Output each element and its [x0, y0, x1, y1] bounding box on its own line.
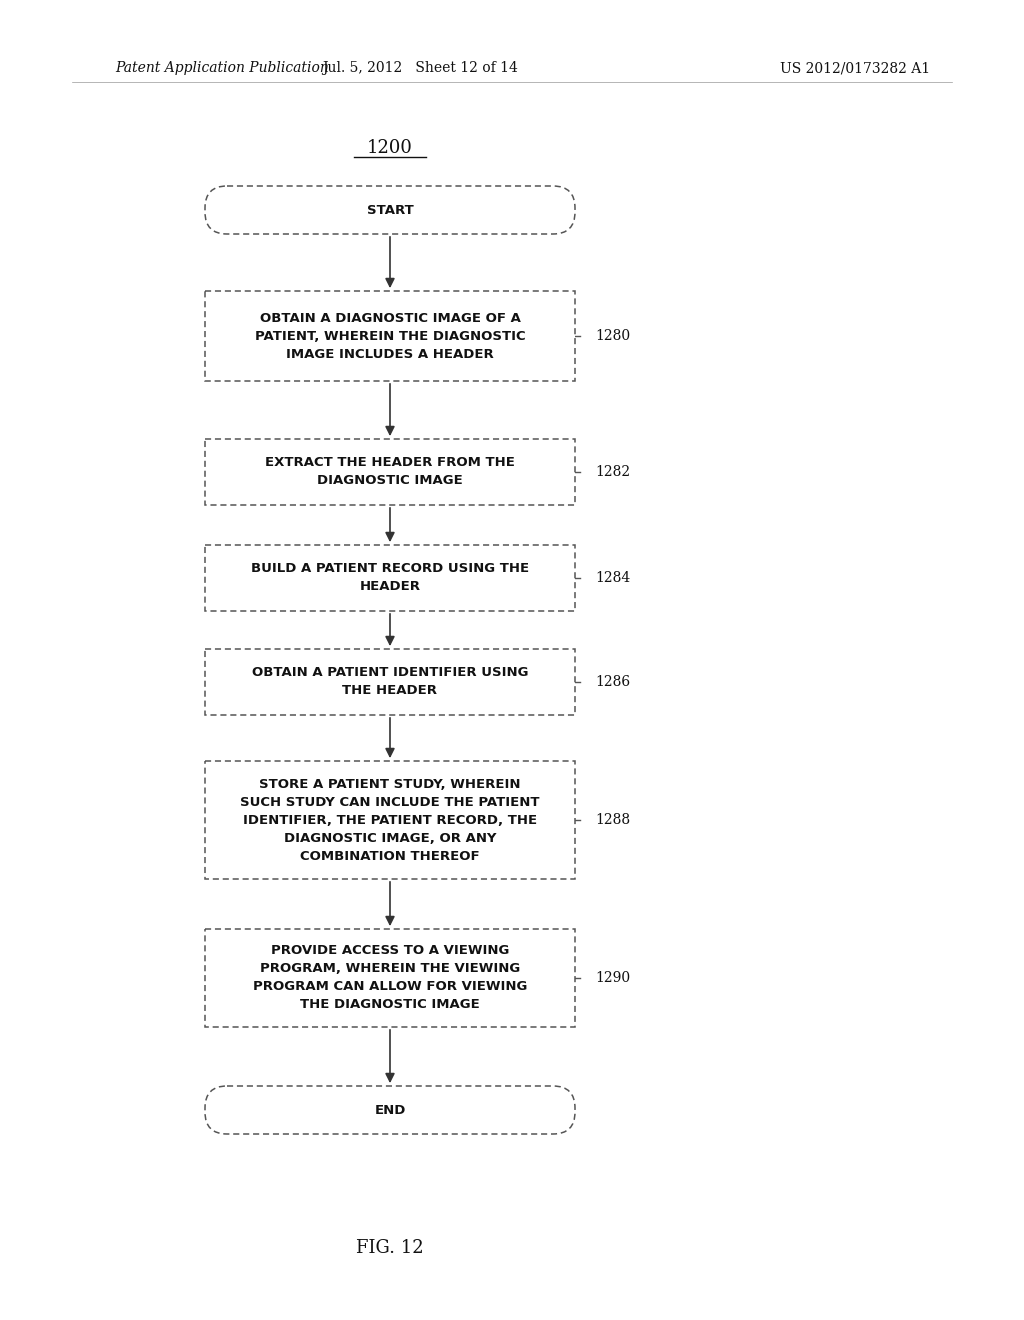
Text: US 2012/0173282 A1: US 2012/0173282 A1 — [780, 61, 930, 75]
Text: THE DIAGNOSTIC IMAGE: THE DIAGNOSTIC IMAGE — [300, 998, 480, 1011]
Text: DIAGNOSTIC IMAGE: DIAGNOSTIC IMAGE — [317, 474, 463, 487]
Text: 1288: 1288 — [595, 813, 630, 828]
Text: STORE A PATIENT STUDY, WHEREIN: STORE A PATIENT STUDY, WHEREIN — [259, 777, 521, 791]
FancyBboxPatch shape — [205, 545, 575, 611]
Text: 1280: 1280 — [595, 329, 630, 343]
Text: IDENTIFIER, THE PATIENT RECORD, THE: IDENTIFIER, THE PATIENT RECORD, THE — [243, 813, 537, 826]
Text: 1284: 1284 — [595, 572, 630, 585]
Text: Jul. 5, 2012   Sheet 12 of 14: Jul. 5, 2012 Sheet 12 of 14 — [323, 61, 518, 75]
FancyBboxPatch shape — [205, 929, 575, 1027]
FancyBboxPatch shape — [205, 186, 575, 234]
Text: 1200: 1200 — [367, 139, 413, 157]
Text: BUILD A PATIENT RECORD USING THE: BUILD A PATIENT RECORD USING THE — [251, 562, 529, 576]
Text: EXTRACT THE HEADER FROM THE: EXTRACT THE HEADER FROM THE — [265, 457, 515, 470]
Text: PROVIDE ACCESS TO A VIEWING: PROVIDE ACCESS TO A VIEWING — [270, 945, 509, 957]
FancyBboxPatch shape — [205, 1086, 575, 1134]
Text: COMBINATION THEREOF: COMBINATION THEREOF — [300, 850, 480, 862]
Text: OBTAIN A DIAGNOSTIC IMAGE OF A: OBTAIN A DIAGNOSTIC IMAGE OF A — [259, 312, 520, 325]
FancyBboxPatch shape — [205, 290, 575, 381]
Text: Patent Application Publication: Patent Application Publication — [115, 61, 329, 75]
Text: PROGRAM, WHEREIN THE VIEWING: PROGRAM, WHEREIN THE VIEWING — [260, 962, 520, 975]
Text: OBTAIN A PATIENT IDENTIFIER USING: OBTAIN A PATIENT IDENTIFIER USING — [252, 667, 528, 680]
Text: THE HEADER: THE HEADER — [342, 685, 437, 697]
FancyBboxPatch shape — [205, 762, 575, 879]
Text: 1286: 1286 — [595, 675, 630, 689]
Text: 1290: 1290 — [595, 972, 630, 985]
Text: PROGRAM CAN ALLOW FOR VIEWING: PROGRAM CAN ALLOW FOR VIEWING — [253, 981, 527, 994]
Text: SUCH STUDY CAN INCLUDE THE PATIENT: SUCH STUDY CAN INCLUDE THE PATIENT — [241, 796, 540, 808]
Text: DIAGNOSTIC IMAGE, OR ANY: DIAGNOSTIC IMAGE, OR ANY — [284, 832, 497, 845]
Text: FIG. 12: FIG. 12 — [356, 1239, 424, 1257]
Text: IMAGE INCLUDES A HEADER: IMAGE INCLUDES A HEADER — [286, 347, 494, 360]
Text: END: END — [375, 1104, 406, 1117]
Text: PATIENT, WHEREIN THE DIAGNOSTIC: PATIENT, WHEREIN THE DIAGNOSTIC — [255, 330, 525, 342]
Text: 1282: 1282 — [595, 465, 630, 479]
Text: HEADER: HEADER — [359, 581, 421, 594]
Text: START: START — [367, 203, 414, 216]
FancyBboxPatch shape — [205, 440, 575, 506]
FancyBboxPatch shape — [205, 649, 575, 715]
